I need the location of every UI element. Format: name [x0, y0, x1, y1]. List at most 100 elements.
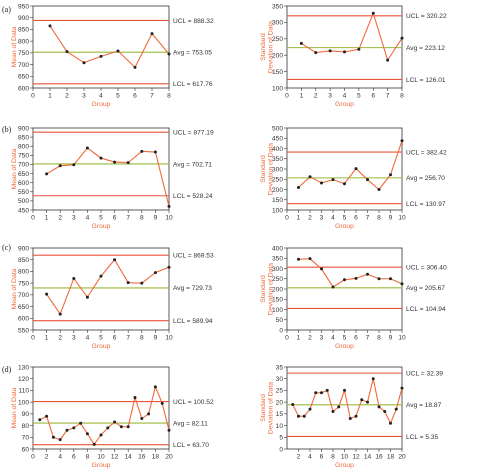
data-point [140, 281, 144, 285]
y-tick-label: 110 [18, 388, 29, 395]
data-point [167, 204, 171, 208]
x-tick-label: 6 [354, 215, 358, 222]
x-tick-label: 9 [154, 215, 158, 222]
y-tick-label: 750 [18, 153, 29, 160]
data-point [45, 414, 49, 418]
ucl-label: UCL = 888.32 [173, 18, 214, 25]
y-tick-label: 450 [272, 136, 283, 143]
y-tick-label: 800 [18, 269, 29, 276]
y-tick-label: 300 [272, 166, 283, 173]
x-axis-title: Group [92, 462, 111, 469]
y-tick-label: 650 [18, 171, 29, 178]
x-tick-label: 1 [45, 335, 49, 342]
x-tick-label: 8 [400, 93, 404, 100]
data-point [366, 272, 369, 276]
y-tick-label: 100 [18, 399, 29, 406]
data-point [85, 432, 89, 436]
data-point [308, 175, 312, 179]
x-tick-label: 6 [354, 335, 358, 342]
ucl-label: UCL = 32.39 [406, 370, 443, 377]
series-line [39, 385, 170, 446]
data-point [343, 50, 346, 54]
panel-label: (b) [2, 125, 12, 134]
plot-frame [286, 127, 403, 211]
y-axis-title: Mean of Data [11, 387, 18, 428]
x-tick-label: 3 [82, 93, 86, 100]
y-tick-label: 150 [272, 197, 283, 204]
data-point [45, 172, 49, 176]
data-point [360, 398, 364, 402]
data-point [394, 407, 398, 411]
x-tick-label: 3 [328, 93, 332, 100]
data-point [140, 417, 144, 421]
x-axis-title: Group [92, 101, 111, 108]
x-tick-label: 14 [125, 454, 133, 461]
data-point [126, 281, 130, 285]
x-tick-label: 12 [352, 454, 360, 461]
y-tick-label: 250 [272, 276, 283, 283]
data-point [113, 160, 117, 164]
x-tick-label: 4 [86, 335, 90, 342]
data-point [85, 146, 89, 150]
data-point [400, 282, 404, 286]
series-line [298, 258, 403, 288]
data-point [308, 407, 312, 411]
data-point [328, 49, 332, 53]
y-tick-label: 100 [272, 207, 283, 214]
data-point [320, 267, 323, 271]
x-tick-label: 8 [86, 454, 90, 461]
y-tick-label: 400 [272, 146, 283, 153]
y-tick-label: 850 [18, 257, 29, 264]
x-axis-title: Group [335, 343, 354, 350]
data-point [314, 391, 318, 395]
y-axis-title: StandardDeviation of Data [260, 21, 275, 73]
y-tick-label: 250 [272, 36, 283, 43]
y-tick-label: 500 [18, 198, 29, 205]
lcl-label: LCL = 528.24 [173, 193, 213, 200]
data-point [389, 277, 392, 281]
y-tick-label: 300 [272, 20, 283, 27]
x-axis-title: Group [92, 223, 111, 230]
data-point [297, 414, 300, 418]
y-axis-title: StandardDeviation of Data [260, 263, 275, 315]
lcl-label: LCL = 126.01 [406, 77, 446, 84]
x-tick-label: 7 [386, 93, 390, 100]
avg-label: Avg = 753.05 [173, 49, 212, 56]
x-tick-label: 3 [72, 335, 76, 342]
y-tick-label: 30 [276, 376, 284, 383]
x-tick-label: 1 [297, 215, 301, 222]
data-point [72, 163, 76, 167]
x-tick-label: 9 [389, 335, 393, 342]
data-point [126, 425, 130, 429]
data-point [99, 274, 103, 278]
series-line [292, 378, 403, 425]
x-tick-label: 1 [297, 335, 301, 342]
x-tick-label: 6 [72, 454, 76, 461]
x-tick-label: 7 [366, 215, 370, 222]
y-tick-label: 50 [276, 317, 284, 324]
chart-4: 100 150 200 250 300 350 400 450 500 0 1 2 3 4 5 6 7 8 9 10 G… [260, 125, 447, 230]
x-tick-label: 16 [138, 454, 146, 461]
data-point [302, 414, 306, 418]
data-point [354, 167, 358, 171]
x-tick-label: 6 [320, 454, 324, 461]
y-tick-label: 800 [18, 38, 29, 45]
y-tick-label: 650 [18, 74, 29, 81]
x-tick-label: 10 [398, 215, 406, 222]
data-point [320, 181, 323, 185]
x-tick-label: 1 [48, 93, 52, 100]
y-tick-label: 950 [18, 3, 29, 10]
x-axis-title: Group [335, 462, 354, 469]
x-axis-title: Group [92, 343, 111, 350]
plot-frame [286, 5, 403, 89]
x-tick-label: 3 [320, 335, 324, 342]
x-tick-label: 2 [58, 215, 62, 222]
x-tick-label: 3 [320, 215, 324, 222]
y-tick-label: 900 [18, 245, 29, 252]
x-tick-label: 10 [165, 335, 173, 342]
x-tick-label: 0 [285, 93, 289, 100]
ucl-label: UCL = 306.40 [406, 264, 447, 271]
x-tick-label: 4 [99, 93, 103, 100]
y-tick-label: 300 [272, 266, 283, 273]
